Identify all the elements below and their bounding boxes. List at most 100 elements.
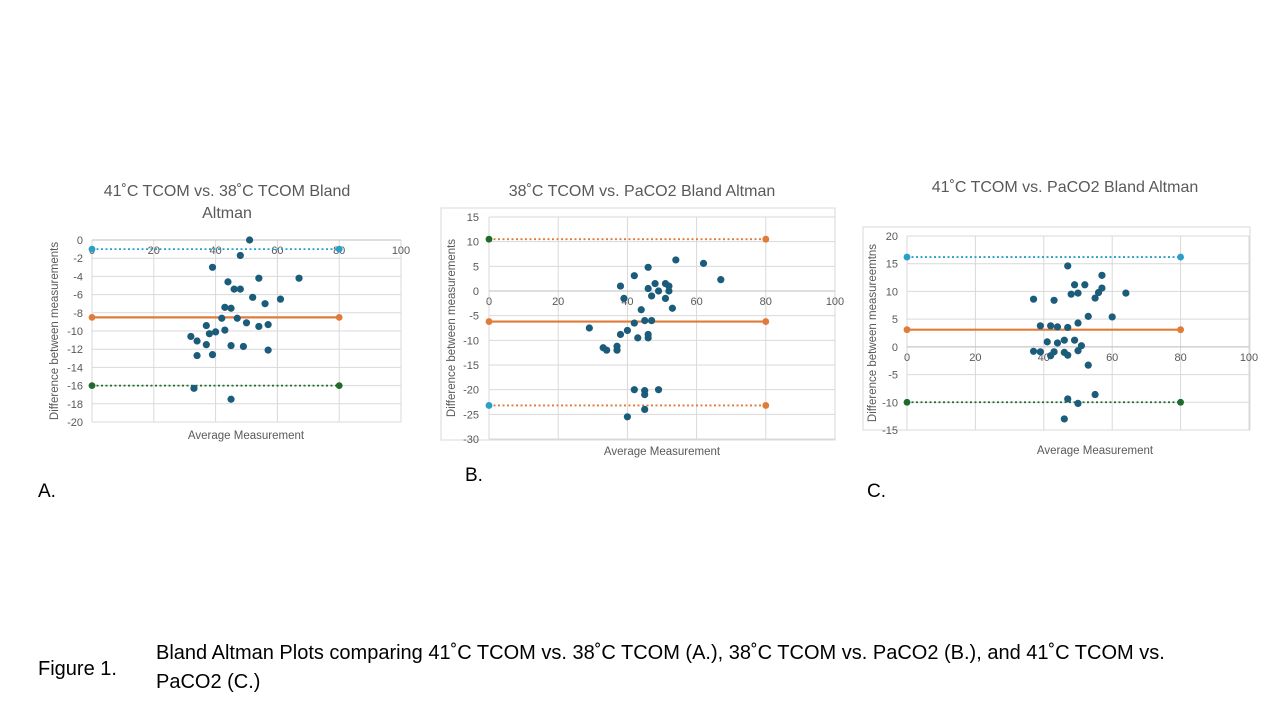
data-point-a [202,341,210,349]
y-axis-title-b: Difference between measurements [446,239,458,417]
x-tick-label-b: 20 [552,296,564,308]
data-point-b [668,304,676,312]
data-point-a [227,341,235,350]
data-point-b [672,256,680,264]
y-tick-label-c: 5 [892,314,898,326]
data-point-a [224,278,232,286]
data-point-a [221,303,229,311]
data-point-c [1094,288,1103,297]
chart-title-c: 41˚C TCOM vs. PaCO2 Bland Altman [932,179,1198,196]
data-point-a [230,285,238,293]
y-tick-label-a: 0 [77,235,83,247]
data-point-b [665,282,673,290]
mean-limit-point-end-c [1177,326,1184,334]
data-point-c [1074,319,1082,327]
data-point-c [1091,390,1099,399]
y-tick-label-b: -10 [463,335,479,347]
lower-limit-point-start-a [88,382,96,389]
data-point-a [264,321,272,329]
data-point-c [1081,281,1089,289]
x-tick-label-c: 80 [1174,352,1186,364]
data-point-b [644,334,652,342]
y-tick-label-a: -14 [67,362,83,374]
data-point-c [1029,295,1038,303]
data-point-a [276,295,285,303]
x-axis-title-b: Average Measurement [604,446,721,458]
data-point-b [665,287,673,295]
data-point-b [630,319,638,327]
data-point-a [261,300,269,308]
panel-label-a: A. [38,481,56,502]
data-point-b [651,280,659,288]
y-tick-label-a: -6 [73,290,83,302]
figure-label: Figure 1. [38,658,117,680]
y-tick-label-c: -10 [882,397,898,409]
data-point-c [1036,348,1044,356]
data-point-c [1043,338,1051,346]
panel-label-b: B. [465,465,483,486]
data-point-c [1047,322,1055,330]
data-point-c [1074,399,1082,407]
upper-limit-point-start-b [485,235,493,243]
data-point-c [1074,347,1082,355]
x-tick-label-c: 60 [1106,352,1118,364]
data-point-a [249,293,257,301]
lower-limit-point-end-c [1177,398,1184,406]
y-tick-label-c: -15 [882,425,898,437]
data-point-a [236,285,244,293]
x-tick-label-c: 100 [1240,352,1258,364]
y-tick-label-a: -12 [67,344,83,356]
data-point-a [255,274,263,282]
y-axis-title-c: Difference between measureemtns [867,244,879,422]
mean-limit-point-start-c [903,326,911,334]
data-point-a [212,328,220,336]
upper-limit-point-end-a [335,245,343,253]
data-point-b [699,259,708,267]
data-point-b [623,326,632,335]
data-point-b [630,272,638,280]
data-point-a [187,332,195,341]
y-tick-label-b: 10 [467,237,479,249]
data-point-c [1108,313,1116,321]
y-tick-label-a: -2 [73,253,83,265]
data-point-b [644,284,652,293]
y-tick-label-b: 5 [473,261,479,273]
data-point-a [255,322,263,331]
data-point-c [1053,323,1062,331]
data-point-c [1064,323,1072,332]
data-point-a [227,395,235,403]
data-point-b [661,294,670,302]
data-point-c [1098,271,1106,279]
data-point-c [1053,339,1062,347]
data-point-b [641,405,649,413]
x-tick-label-a: 20 [148,245,160,257]
data-point-a [193,351,201,360]
data-point-c [1091,294,1099,302]
data-point-c [1067,290,1075,298]
upper-limit-point-end-c [1177,253,1184,261]
x-tick-label-c: 20 [969,352,981,364]
y-tick-label-b: -20 [463,385,479,397]
y-tick-label-a: -4 [73,271,83,283]
y-tick-label-c: 20 [886,231,898,243]
data-point-a [242,319,251,327]
data-point-c [1084,361,1092,369]
x-axis-title-c: Average Measurement [1037,445,1154,457]
data-point-b [637,306,645,314]
chart-title-a-line2: Altman [202,205,252,222]
chart-title-b: 38˚C TCOM vs. PaCO2 Bland Altman [509,183,775,200]
data-point-b [648,292,656,300]
y-tick-label-a: -16 [67,381,83,393]
lower-limit-point-end-b [762,402,770,409]
data-point-a [295,274,303,282]
y-tick-label-a: -20 [67,417,83,429]
data-point-b [641,391,649,399]
panel-label-c: C. [867,481,886,502]
y-tick-label-b: 0 [473,286,479,298]
data-point-a [233,314,241,322]
y-axis-title-a: Difference between measurements [49,242,61,420]
data-point-a [218,314,226,322]
mean-limit-point-end-b [762,318,770,325]
y-tick-label-b: 15 [467,212,479,224]
x-tick-label-a: 60 [271,245,283,257]
